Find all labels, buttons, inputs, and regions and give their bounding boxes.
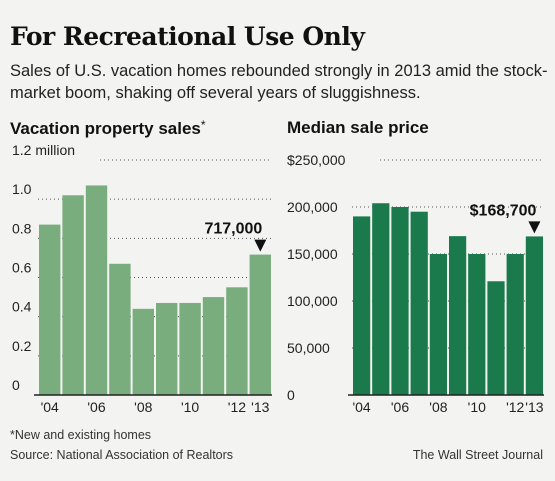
price-x-tick-label: '10 [468,399,486,415]
price-x-tick-label: '12 [506,399,524,415]
price-bar [449,236,467,395]
sales-bar [62,195,84,395]
left-chart-title-asterisk: * [200,118,206,132]
vacation-sales-chart: 0 0.2 0.4 0.6 0.8 1.0 1.2 million '04 '06 '08 '10 '… [12,142,272,415]
sales-y-tick-label: 0 [12,377,20,393]
price-bar [391,207,409,395]
price-y-tick-label: $250,000 [287,152,346,168]
right-chart-title: Median sale price [287,118,429,137]
sales-y-tick-label: 0.2 [12,338,32,354]
chart-headline: For Recreational Use Only [10,22,365,51]
sales-bar [179,302,201,395]
price-annotation-arrow [528,221,541,234]
sales-y-tick-label: 0.8 [12,220,32,236]
price-bar [429,254,447,395]
sales-x-tick-label: '06 [87,399,105,415]
source-note: Source: National Association of Realtors [10,448,234,462]
price-x-tick-label: '04 [352,399,370,415]
price-bar [506,254,524,395]
price-bar [487,281,505,395]
sales-y-tick-label: 1.0 [12,181,32,197]
sales-x-tick-label: '04 [41,399,59,415]
left-chart-title: Vacation property sales* [10,118,206,139]
sales-bar [39,224,61,395]
price-x-tick-label: '06 [391,399,409,415]
sales-x-tick-label: '10 [181,399,199,415]
publisher-credit: The Wall Street Journal [412,448,543,462]
sales-x-tick-label: '12 [228,399,246,415]
price-bar [525,236,543,395]
sales-x-tick-label: '08 [134,399,152,415]
sales-x-tick-label: '13 [251,399,269,415]
price-bar [468,254,486,395]
sales-bar [85,185,108,395]
price-y-tick-label: 50,000 [287,340,330,356]
sales-bar [226,287,248,395]
price-y-tick-label: 150,000 [287,246,338,262]
sales-y-tick-label: 0.6 [12,260,32,276]
left-chart-title-text: Vacation property sales [10,119,201,138]
price-bar [353,216,371,395]
price-y-tick-label: 100,000 [287,293,338,309]
price-bar [372,203,390,395]
sales-bar [109,263,131,395]
sales-y-tick-label: 0.4 [12,299,32,315]
sales-bar [156,302,178,395]
price-x-tick-label: '13 [525,399,543,415]
footnote: *New and existing homes [10,428,152,442]
sales-bar [202,297,225,395]
sales-annotation-arrow [254,239,267,252]
price-annotation-label: $168,700 [470,202,537,219]
sales-y-tick-label: 1.2 million [12,142,75,158]
median-price-chart: 0 50,000 100,000 150,000 200,000 $250,000 '04 '… [287,152,544,415]
price-bar [410,211,428,395]
price-y-tick-label: 200,000 [287,199,338,215]
price-y-tick-label: 0 [287,387,295,403]
sales-bar [132,308,154,395]
chart-subtitle: Sales of U.S. vacation homes rebounded s… [10,62,548,102]
sales-annotation-label: 717,000 [204,221,262,238]
sales-bar [249,254,271,395]
price-x-tick-label: '08 [429,399,447,415]
